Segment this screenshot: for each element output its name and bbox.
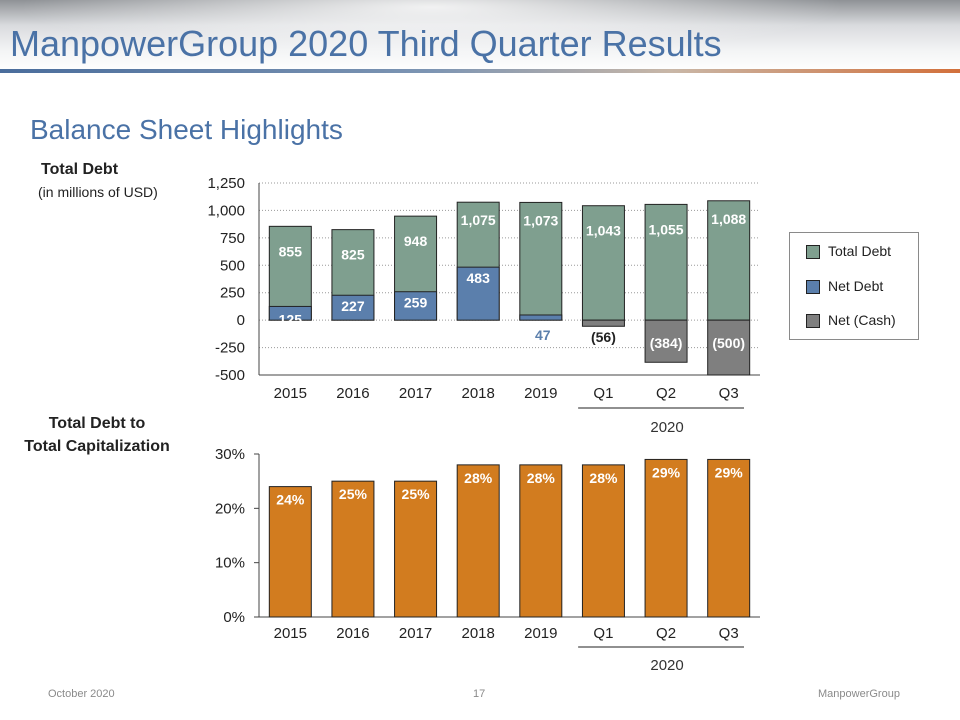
cap-y-tick-label: 30%	[215, 446, 245, 463]
total-debt-data-label: 948	[404, 233, 428, 249]
net-debt-data-label: 227	[341, 298, 365, 314]
debt-chart-units: (in millions of USD)	[38, 184, 158, 200]
cap-x-tick-label: Q1	[593, 625, 613, 642]
total-debt-bar	[581, 205, 625, 321]
net-cash-bar	[707, 319, 751, 376]
net-debt-bar	[331, 294, 375, 321]
total-debt-data-label: 855	[279, 243, 303, 259]
net-cash-data-label: (56)	[591, 329, 616, 345]
slide-subtitle: Balance Sheet Highlights	[30, 114, 343, 145]
legend-swatch-net-cash	[806, 314, 820, 328]
cap-x-tick-label: Q2	[656, 625, 676, 642]
capitalization-bar	[394, 480, 438, 618]
total-debt-data-label: 1,043	[586, 223, 621, 239]
capitalization-data-label: 25%	[339, 486, 368, 502]
net-debt-bar	[394, 291, 438, 321]
cap-x-tick-label: 2016	[336, 625, 369, 642]
cap-x-tick-label: Q3	[719, 625, 739, 642]
legend-label-net-cash: Net (Cash)	[828, 312, 896, 328]
debt-y-tick-label: -500	[215, 367, 245, 384]
debt-x-tick-label: Q3	[719, 385, 739, 402]
debt-chart-legend: Total Debt Net Debt Net (Cash)	[789, 232, 919, 340]
net-debt-data-label: 47	[535, 327, 551, 343]
net-debt-data-label: 125	[279, 311, 303, 327]
net-debt-bar	[519, 314, 563, 321]
capitalization-bar	[644, 458, 688, 618]
debt-y-tick-label: 0	[237, 312, 245, 329]
capitalization-data-label: 29%	[652, 464, 681, 480]
total-debt-data-label: 1,075	[461, 212, 496, 228]
footer-brand: ManpowerGroup	[818, 688, 900, 700]
footer-page-number: 17	[473, 688, 486, 700]
cap-x-tick-label: 2015	[274, 625, 307, 642]
cap-chart-label-line2: Total Capitalization	[24, 438, 170, 455]
footer-date: October 2020	[48, 688, 115, 700]
capitalization-bar	[331, 480, 375, 618]
capitalization-data-label: 25%	[402, 486, 431, 502]
net-debt-data-label: 483	[467, 270, 491, 286]
cap-x-tick-label: 2019	[524, 625, 557, 642]
net-cash-bar	[644, 319, 688, 363]
total-debt-data-label: 1,055	[649, 221, 684, 237]
total-debt-bar	[707, 200, 751, 321]
debt-y-tick-label: 750	[220, 230, 245, 247]
debt-x-tick-label: 2018	[462, 385, 495, 402]
debt-y-tick-label: 1,250	[207, 175, 245, 192]
slide-title: ManpowerGroup 2020 Third Quarter Results	[10, 23, 722, 64]
debt-x-tick-label: Q2	[656, 385, 676, 402]
debt-x-tick-label: 2015	[274, 385, 307, 402]
debt-chart-label: Total Debt	[41, 161, 119, 178]
cap-y-tick-label: 0%	[223, 609, 245, 626]
debt-x-tick-label: 2016	[336, 385, 369, 402]
net-debt-bar	[456, 266, 500, 321]
capitalization-data-label: 28%	[464, 470, 493, 486]
net-cash-data-label: (384)	[650, 335, 683, 351]
header-rule	[0, 69, 960, 73]
debt-y-tick-label: 1,000	[207, 202, 245, 219]
debt-x-tick-label: 2017	[399, 385, 432, 402]
debt-y-tick-label: -250	[215, 340, 245, 357]
cap-x-tick-label: 2017	[399, 625, 432, 642]
legend-swatch-net-debt	[806, 280, 820, 294]
debt-x-tick-label: 2019	[524, 385, 557, 402]
total-debt-bar	[519, 201, 563, 321]
capitalization-bar	[268, 486, 312, 618]
legend-label-net-debt: Net Debt	[828, 278, 884, 294]
net-cash-data-label: (500)	[712, 335, 745, 351]
capitalization-data-label: 24%	[276, 492, 305, 508]
capitalization-data-label: 28%	[589, 470, 618, 486]
capitalization-data-label: 29%	[715, 464, 744, 480]
capitalization-bar	[707, 458, 751, 618]
capitalization-data-label: 28%	[527, 470, 556, 486]
debt-x-tick-label: Q1	[593, 385, 613, 402]
capitalization-bar	[456, 464, 500, 618]
net-debt-bar	[268, 305, 312, 321]
debt-year-group-label: 2020	[650, 419, 683, 436]
cap-x-tick-label: 2018	[462, 625, 495, 642]
total-debt-bar	[268, 225, 312, 321]
legend-label-total-debt: Total Debt	[828, 243, 892, 259]
cap-year-group-label: 2020	[650, 657, 683, 674]
net-debt-data-label: 259	[404, 295, 428, 311]
capitalization-bar	[581, 464, 625, 618]
capitalization-bar	[519, 464, 563, 618]
header-band	[0, 0, 960, 72]
net-cash-bar	[581, 319, 625, 327]
cap-y-tick-label: 20%	[215, 500, 245, 517]
total-debt-data-label: 1,073	[523, 212, 558, 228]
total-debt-data-label: 825	[341, 247, 365, 263]
debt-y-tick-label: 250	[220, 285, 245, 302]
legend-swatch-total-debt	[806, 245, 820, 259]
cap-chart-label-line1: Total Debt to	[48, 415, 146, 432]
cap-y-tick-label: 10%	[215, 555, 245, 572]
total-debt-data-label: 1,088	[711, 211, 746, 227]
debt-y-tick-label: 500	[220, 257, 245, 274]
